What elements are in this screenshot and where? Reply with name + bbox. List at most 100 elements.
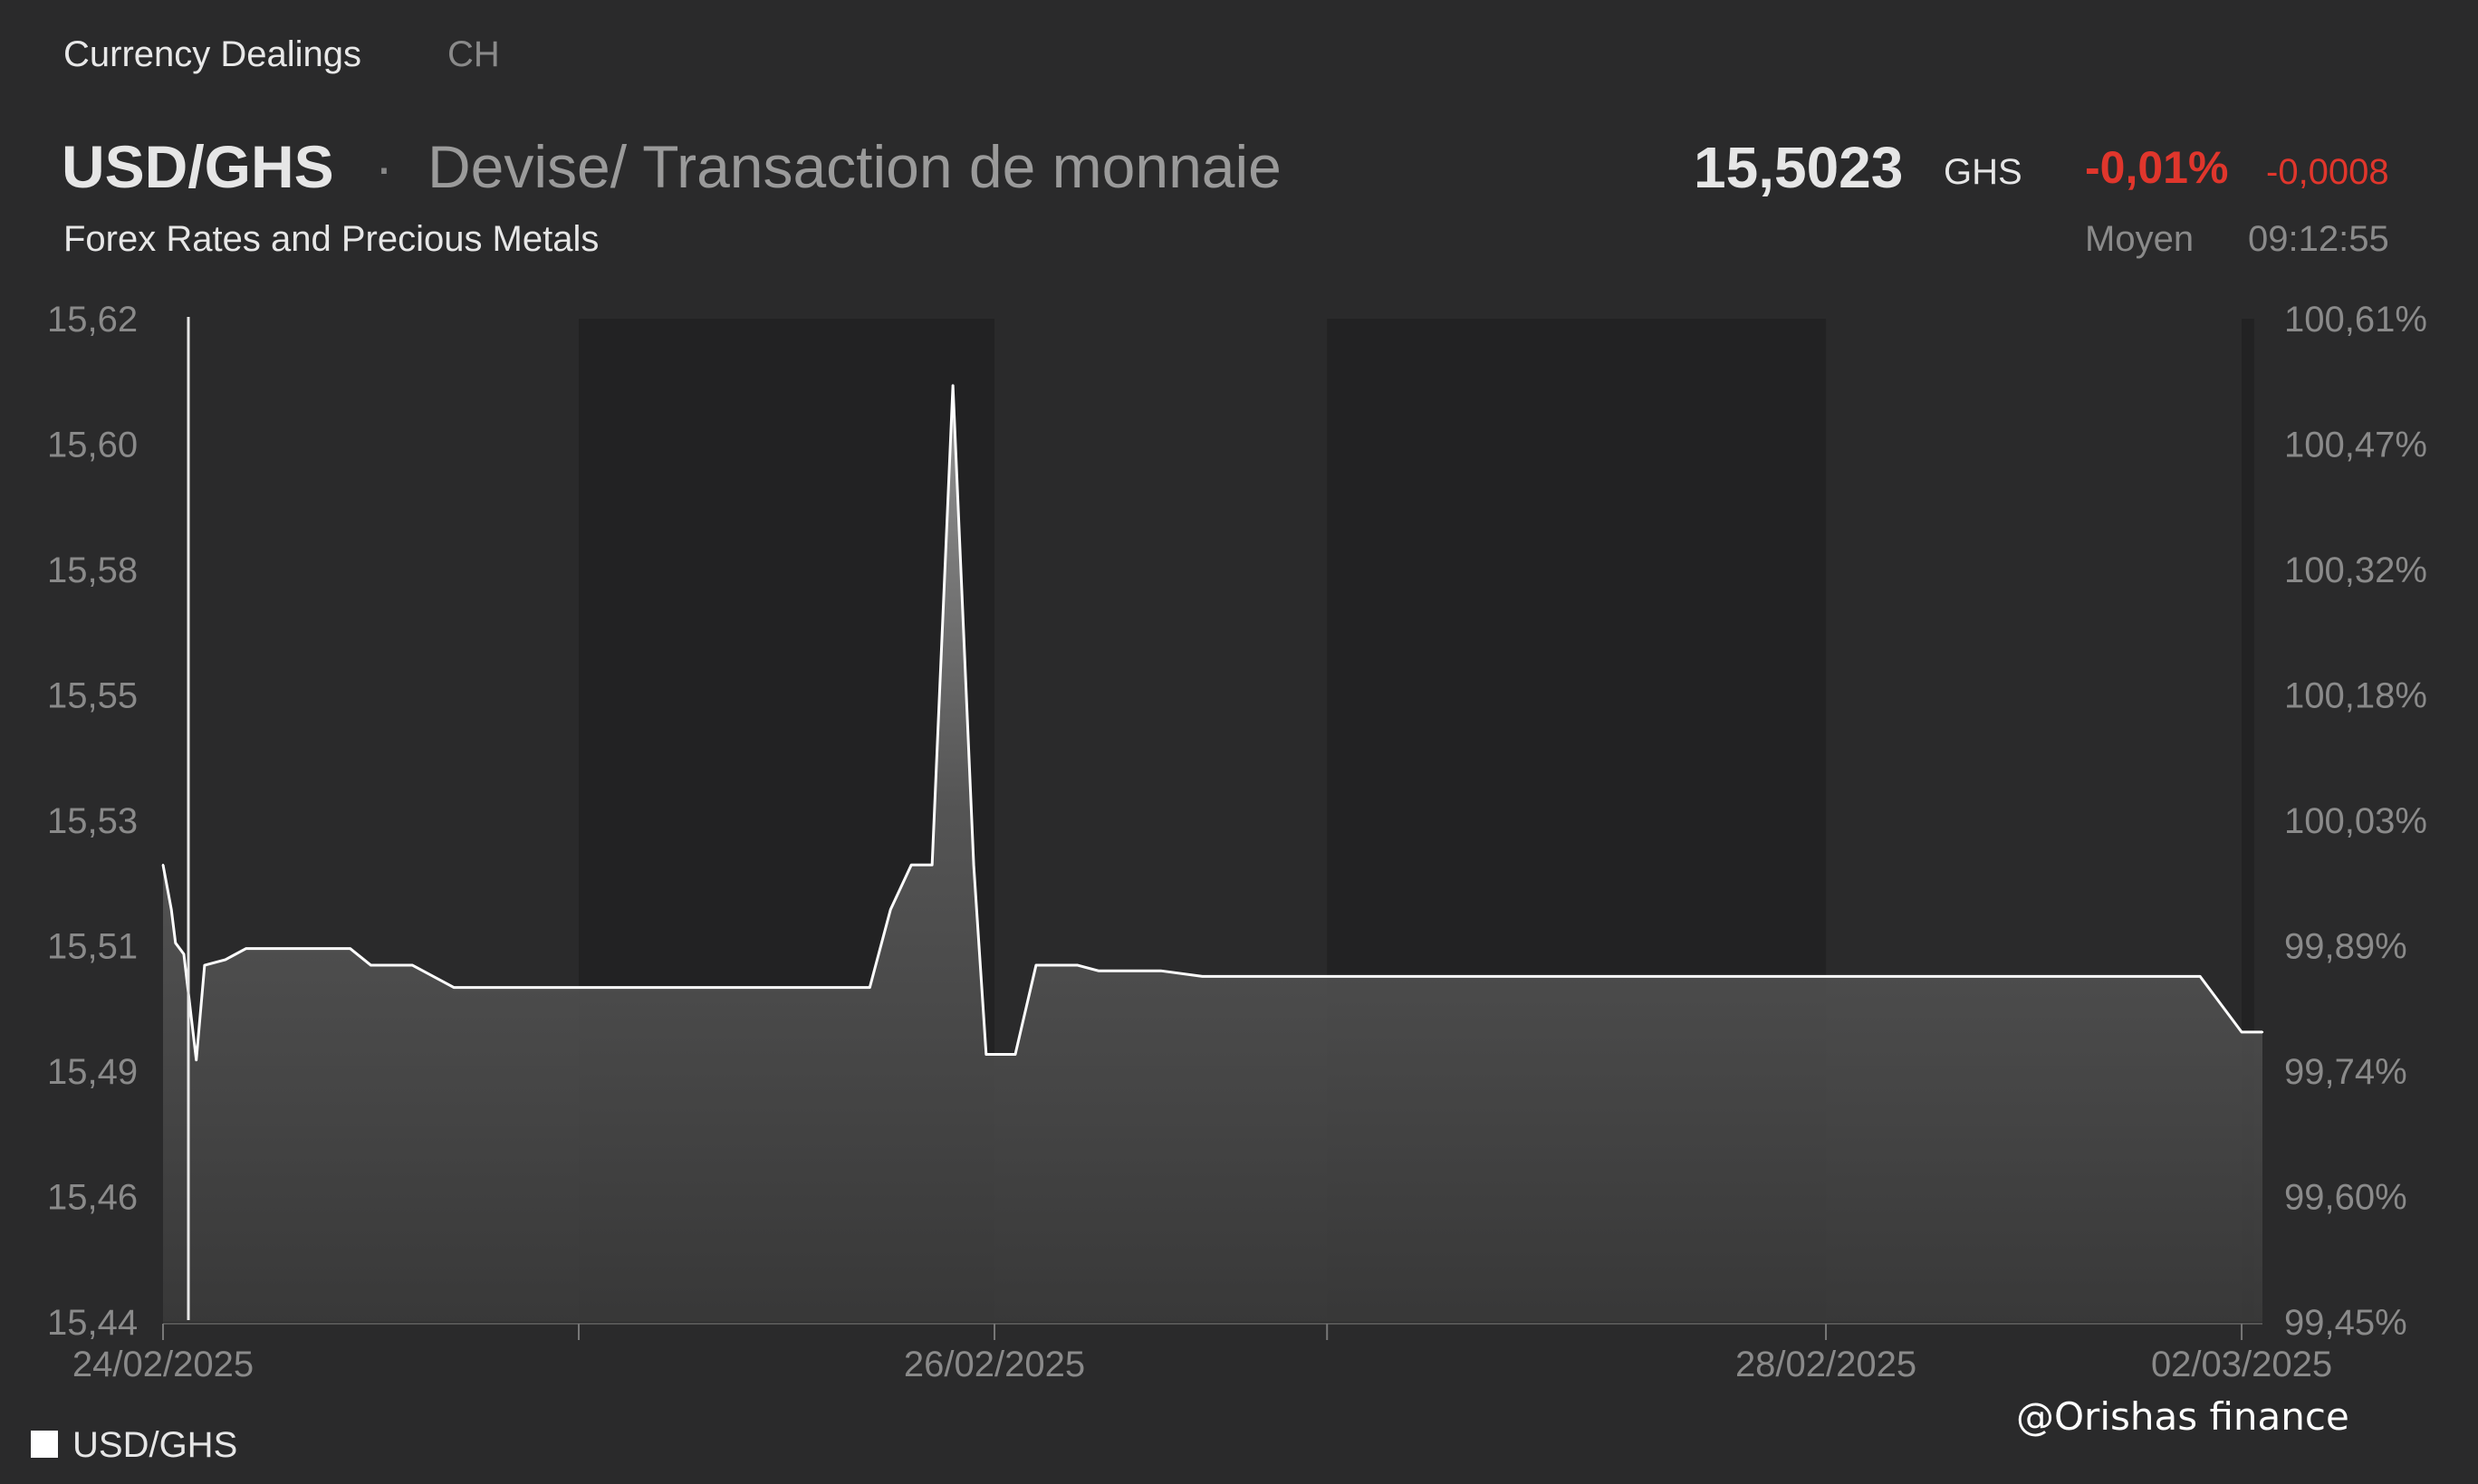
data-point-1 <box>169 908 173 911</box>
legend-label[interactable]: USD/GHS <box>72 1425 238 1465</box>
data-point-62 <box>1991 975 1993 978</box>
area-fill-usd-ghs <box>163 385 2262 1322</box>
data-point-7 <box>245 947 248 950</box>
legend-swatch-icon[interactable] <box>31 1431 58 1458</box>
data-point-31 <box>984 1053 988 1056</box>
data-point-66 <box>2116 975 2118 978</box>
data-point-18 <box>598 986 601 989</box>
data-point-45 <box>1367 975 1370 978</box>
data-point-11 <box>370 963 372 967</box>
data-point-34 <box>1013 1053 1017 1056</box>
absolute-change: -0,0008 <box>2266 152 2389 192</box>
data-point-47 <box>1450 975 1454 978</box>
data-point-61 <box>1949 975 1952 978</box>
data-point-56 <box>1824 975 1828 978</box>
data-point-16 <box>535 986 539 989</box>
data-point-23 <box>785 986 788 989</box>
quote-timestamp: 09:12:55 <box>2248 219 2389 259</box>
data-point-59 <box>1907 975 1911 978</box>
data-point-39 <box>1118 970 1120 972</box>
data-point-14 <box>453 986 456 989</box>
data-point-8 <box>286 947 289 950</box>
data-point-22 <box>744 986 746 989</box>
y-right-tick-5: 99,89% <box>2284 927 2407 967</box>
y-right-tick-6: 99,74% <box>2284 1052 2407 1092</box>
data-point-60 <box>1928 975 1931 978</box>
y-left-tick-7: 15,46 <box>47 1178 138 1218</box>
data-point-30 <box>972 864 975 866</box>
data-point-37 <box>1076 963 1080 967</box>
data-point-17 <box>577 986 581 989</box>
y-left-tick-8: 15,44 <box>47 1303 138 1343</box>
y-right-tick-4: 100,03% <box>2284 801 2427 841</box>
percent-change: -0,01% <box>2085 142 2229 193</box>
data-point-15 <box>495 986 497 989</box>
line-usd-ghs <box>161 384 2262 1062</box>
y-left-tick-5: 15,51 <box>47 927 138 967</box>
data-point-46 <box>1408 975 1412 978</box>
data-point-52 <box>1658 975 1661 978</box>
currency-pair-title: USD/GHS <box>62 133 334 200</box>
data-point-36 <box>1055 963 1059 967</box>
series-line-usd-ghs <box>161 384 2264 1062</box>
data-point-6 <box>224 958 227 962</box>
data-point-10 <box>349 947 351 950</box>
data-point-32 <box>993 1053 996 1056</box>
data-point-68 <box>2198 975 2202 978</box>
x-tick-label-1: 26/02/2025 <box>904 1345 1085 1384</box>
data-point-63 <box>2032 975 2035 978</box>
tab-currency-dealings[interactable]: Currency Dealings <box>63 34 362 74</box>
data-point-13 <box>411 963 414 967</box>
y-right-tick-8: 99,45% <box>2284 1303 2407 1343</box>
y-axis-right: 100,61% 100,47% 100,32% 100,18% 100,03% 99,89… <box>2284 300 2427 1343</box>
data-point-50 <box>1575 975 1578 978</box>
data-point-55 <box>1782 975 1786 978</box>
data-point-40 <box>1159 970 1162 972</box>
y-right-tick-3: 100,18% <box>2284 676 2427 716</box>
data-point-38 <box>1097 970 1100 972</box>
data-point-28 <box>930 864 934 866</box>
data-point-29 <box>951 384 955 388</box>
watermark: @Orishas finance <box>2016 1394 2349 1439</box>
y-right-tick-7: 99,60% <box>2284 1178 2407 1218</box>
data-point-64 <box>2053 975 2056 978</box>
data-point-26 <box>889 908 892 911</box>
data-point-5 <box>203 963 206 967</box>
data-point-57 <box>1845 975 1849 978</box>
data-point-9 <box>328 947 331 950</box>
tab-ch[interactable]: CH <box>447 34 500 74</box>
data-point-21 <box>702 986 705 989</box>
data-point-20 <box>660 986 664 989</box>
price-type-label: Moyen <box>2085 219 2195 259</box>
y-axis-left: 15,62 15,60 15,58 15,55 15,53 15,51 15,49 15,46… <box>47 300 138 1343</box>
data-point-0 <box>161 864 165 866</box>
x-axis: 24/02/2025 26/02/2025 28/02/2025 02/03/2025 <box>72 1324 2332 1384</box>
data-point-4 <box>195 1058 197 1061</box>
data-point-69 <box>2240 1030 2243 1034</box>
y-right-tick-0: 100,61% <box>2284 300 2427 340</box>
data-point-43 <box>1284 975 1287 978</box>
area-fill <box>163 385 2262 1322</box>
data-point-42 <box>1243 975 1245 978</box>
data-point-2 <box>174 942 177 944</box>
data-point-41 <box>1201 975 1204 978</box>
y-left-tick-3: 15,55 <box>47 676 138 716</box>
x-tick-label-2: 28/02/2025 <box>1735 1345 1916 1384</box>
data-point-35 <box>1034 963 1038 967</box>
y-left-tick-2: 15,58 <box>47 551 138 590</box>
market-subtitle: Forex Rates and Precious Metals <box>63 219 600 259</box>
data-point-33 <box>1002 1053 1004 1056</box>
data-point-54 <box>1742 975 1744 978</box>
data-point-44 <box>1326 975 1329 978</box>
data-point-49 <box>1533 975 1536 978</box>
data-point-58 <box>1866 975 1869 978</box>
current-price: 15,5023 <box>1694 135 1904 200</box>
title-separator: · <box>375 137 393 197</box>
data-point-51 <box>1617 975 1619 978</box>
y-right-tick-2: 100,32% <box>2284 551 2427 590</box>
data-point-12 <box>390 963 393 967</box>
data-point-25 <box>869 986 871 989</box>
data-point-27 <box>910 864 913 866</box>
